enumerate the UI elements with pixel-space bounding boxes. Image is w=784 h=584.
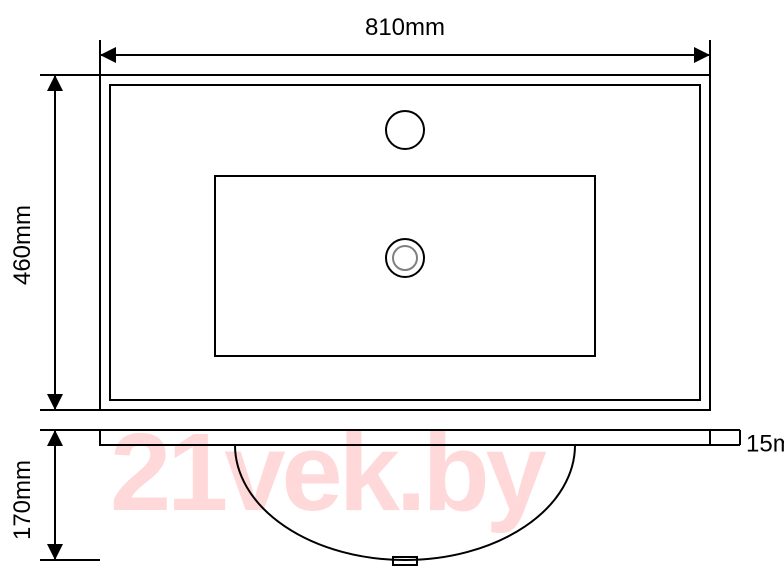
countertop-rim bbox=[110, 85, 700, 400]
drain-outer bbox=[386, 239, 424, 277]
faucet-hole bbox=[386, 111, 424, 149]
dimension-slab-thickness: 15mm bbox=[710, 430, 784, 457]
dimension-height-label: 460mm bbox=[9, 205, 36, 285]
dimension-slab-thickness-label: 15mm bbox=[746, 430, 784, 457]
plan-view bbox=[100, 75, 710, 410]
countertop-outline bbox=[100, 75, 710, 410]
dimension-bowl-height-label: 170mm bbox=[9, 460, 36, 540]
dimension-bowl-height: 170mm bbox=[9, 430, 100, 560]
dimension-height: 460mm bbox=[9, 75, 100, 410]
dimension-width: 810mm bbox=[100, 14, 710, 75]
dimension-width-label: 810mm bbox=[365, 14, 445, 41]
drain-inner bbox=[393, 246, 417, 270]
basin-outline bbox=[215, 176, 595, 356]
